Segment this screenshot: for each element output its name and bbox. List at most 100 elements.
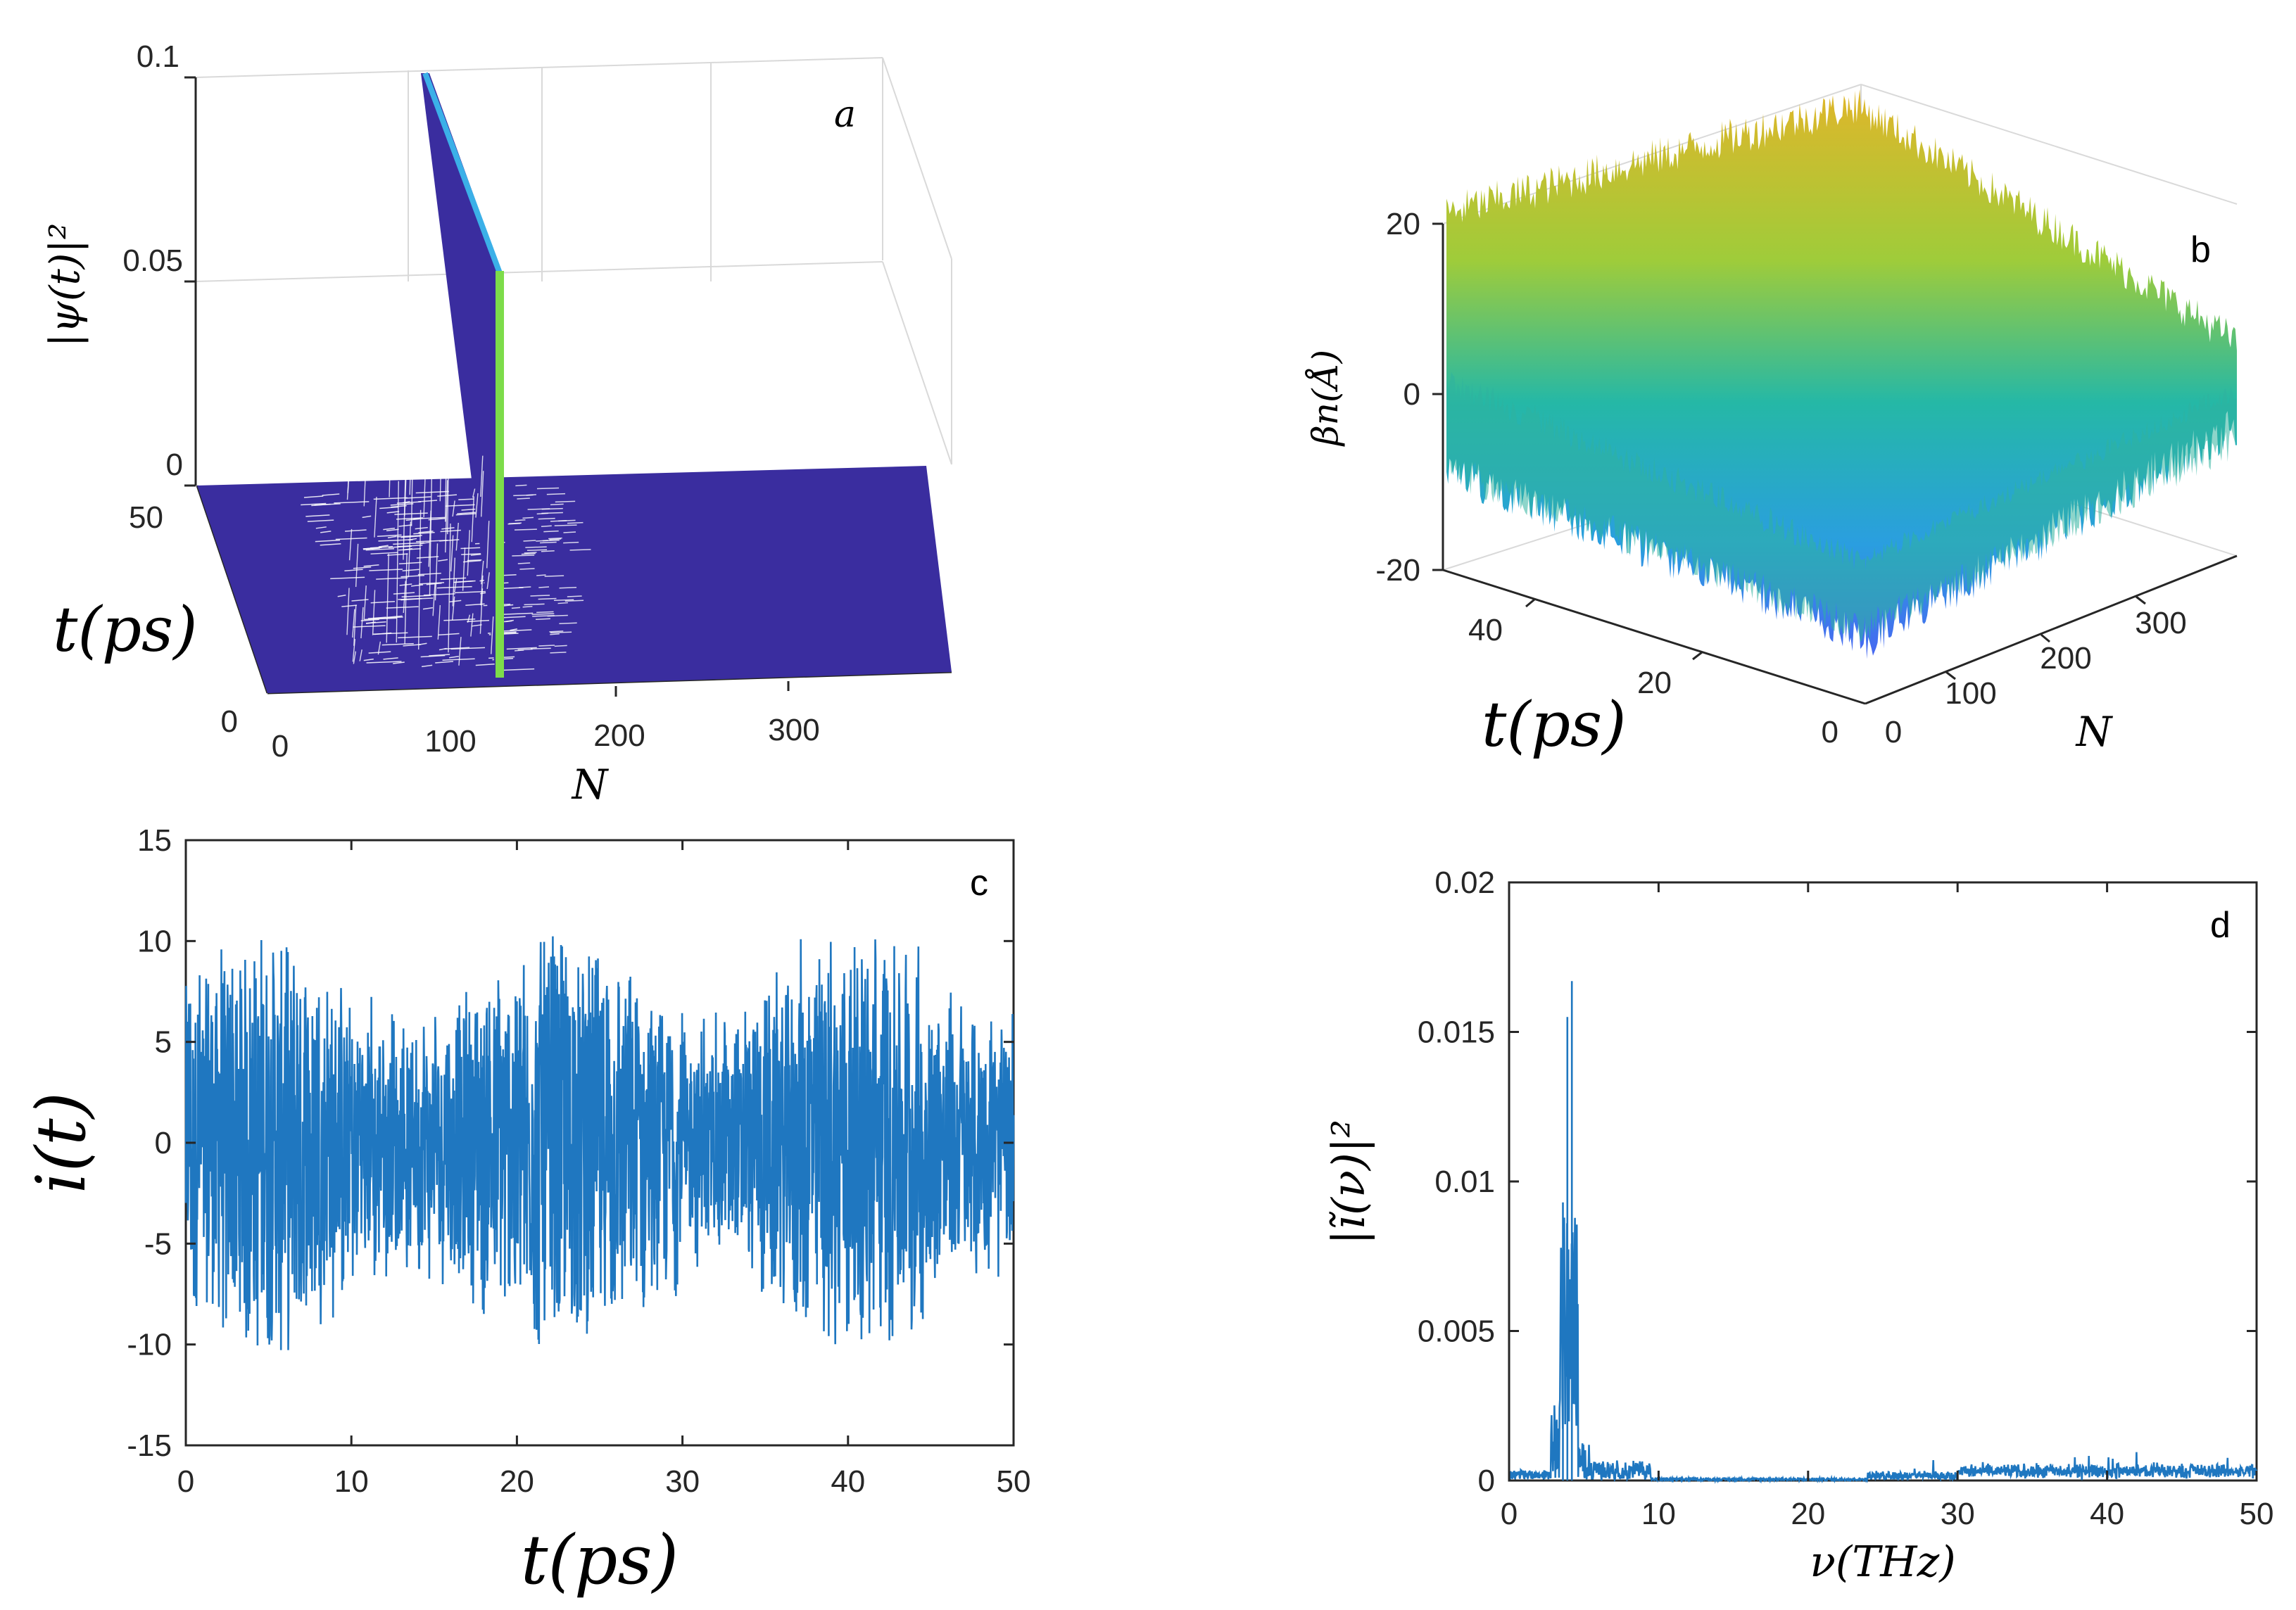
panel-a-noise-line xyxy=(439,647,447,651)
panel-a-spike xyxy=(448,524,451,653)
panel-a-noise-line xyxy=(510,628,518,631)
panel-a-noise-line xyxy=(549,630,564,633)
panel-d-xtick-label: 30 xyxy=(1941,1497,1975,1531)
panel-a-noise-line xyxy=(368,651,391,654)
panel-a-spike xyxy=(352,639,356,662)
panel-c-ytick-label: -10 xyxy=(127,1328,172,1362)
panel-a-spike xyxy=(374,497,377,538)
panel-a-spike xyxy=(434,543,439,601)
panel-a-noise-line xyxy=(550,633,560,635)
panel-a-spike xyxy=(429,471,433,596)
panel-a-spike xyxy=(458,637,462,666)
panel-a-noise-line xyxy=(353,566,372,569)
panel-c-xtick-label: 40 xyxy=(831,1464,865,1499)
panel-a-ylabel: t(ps) xyxy=(53,593,198,666)
panel-a-noise-line xyxy=(445,504,477,507)
panel-c-ytick-label: 10 xyxy=(137,924,172,958)
panel-a-noise-line xyxy=(405,518,420,521)
panel-a-noise-line xyxy=(557,602,568,604)
panel-a-noise-line xyxy=(543,530,559,533)
panel-b-label: b xyxy=(2190,229,2211,270)
panel-a-noise-line xyxy=(436,585,472,589)
panel-a-spike xyxy=(355,543,359,588)
panel-a-xtick-100: 100 xyxy=(424,724,476,759)
panel-a-noise-line xyxy=(378,545,389,547)
panel-a-noise-line xyxy=(567,521,584,524)
panel-a-noise-line xyxy=(393,661,405,664)
panel-a-noise-line xyxy=(550,631,572,634)
panel-b-surface-side xyxy=(1446,366,2237,644)
panel-a-noise-line xyxy=(530,647,551,649)
panel-a-spike xyxy=(359,649,362,661)
panel-a-spike xyxy=(377,641,381,655)
panel-a-noise-line xyxy=(536,512,549,515)
panel-a-spike xyxy=(396,481,399,643)
panel-a-noise-line xyxy=(442,658,475,661)
panel-a-noise-line xyxy=(499,668,535,671)
panel-a-noise-line xyxy=(330,576,365,580)
panel-a-noise-line xyxy=(303,495,324,498)
panel-a-noise-line xyxy=(320,531,332,533)
panel-a-noise-line xyxy=(423,593,455,596)
panel-a-noise-line xyxy=(554,524,577,526)
panel-a-noise-line xyxy=(383,527,396,531)
panel-a-noise-line xyxy=(449,600,462,603)
panel-a-noise-line xyxy=(440,577,467,581)
panel-a-spike xyxy=(467,614,471,623)
panel-a-noise-line xyxy=(506,647,537,650)
panel-a-spikes xyxy=(346,379,494,666)
panel-a-spike xyxy=(410,403,415,526)
panel-a-noise-line xyxy=(386,511,400,514)
panel-a-spike xyxy=(437,604,441,640)
panel-a-noise-line xyxy=(550,503,564,506)
panel-a-noise-line xyxy=(370,552,398,554)
panel-a-spike xyxy=(352,609,355,638)
panel-a-spike xyxy=(348,528,353,561)
panel-a-noise-line xyxy=(370,545,393,549)
panel-a-spike xyxy=(486,521,490,569)
panel-c-xtick-label: 50 xyxy=(997,1464,1031,1499)
panel-d-series-line xyxy=(1508,981,2258,1484)
panel-b-zlabel: βn(Å) xyxy=(1304,350,1346,447)
panel-a-spike xyxy=(404,553,408,645)
panel-a-noise-line xyxy=(462,559,481,563)
panel-a-noise-line xyxy=(400,575,424,578)
panel-a-noise-line xyxy=(344,569,363,571)
panel-a-noise-line xyxy=(307,519,334,522)
panel-a-noise-line xyxy=(514,528,537,531)
panel-a-noise-line xyxy=(548,537,562,540)
panel-a-noise-line xyxy=(536,574,546,576)
panel-d-ticks: 0 10 20 30 40 50 0.02 0.015 0.01 0.005 0 xyxy=(1418,866,2274,1531)
panel-a-spike xyxy=(403,477,406,560)
panel-a-ztick-top: 0.1 xyxy=(137,39,179,74)
panel-a-noise-line xyxy=(334,501,370,504)
panel-a-spike xyxy=(467,530,470,576)
panel-a-noise-line xyxy=(403,644,421,647)
panel-a-spike xyxy=(363,585,367,621)
panel-b-ztick-0: 0 xyxy=(1404,377,1420,412)
panel-a-spike xyxy=(403,581,406,614)
panel-a-ridge-edge xyxy=(422,72,503,274)
panel-a-noise-line xyxy=(387,535,397,538)
panel-b-xtick-100: 100 xyxy=(1945,676,1996,711)
panel-a-noise-line xyxy=(305,514,330,517)
panel-a-noise-line xyxy=(517,562,531,564)
panel-a-noise-line xyxy=(549,538,562,540)
panel-a-spike xyxy=(481,471,484,517)
panel-a-noise-line xyxy=(378,539,413,542)
panel-a-spike xyxy=(445,480,448,553)
panel-b-ytick-0: 0 xyxy=(1822,715,1838,749)
panel-a-noise-line xyxy=(386,528,399,531)
panel-a-zlabel: |ψ(t)|² xyxy=(41,223,89,347)
panel-a-noise-line xyxy=(508,522,522,524)
panel-a-noise-line xyxy=(536,611,554,614)
panel-a-noise-line xyxy=(360,619,379,621)
panel-a-noise-line xyxy=(376,577,408,580)
panel-a-noise-line xyxy=(322,493,340,496)
panel-a-noise-line xyxy=(362,515,372,519)
panel-a-noise-line xyxy=(402,501,410,504)
panel-a-noise-line xyxy=(564,600,584,602)
panel-a-noise-line xyxy=(398,635,432,639)
panel-a-noise-line xyxy=(550,652,567,654)
panel-a-noise-line xyxy=(542,539,560,542)
